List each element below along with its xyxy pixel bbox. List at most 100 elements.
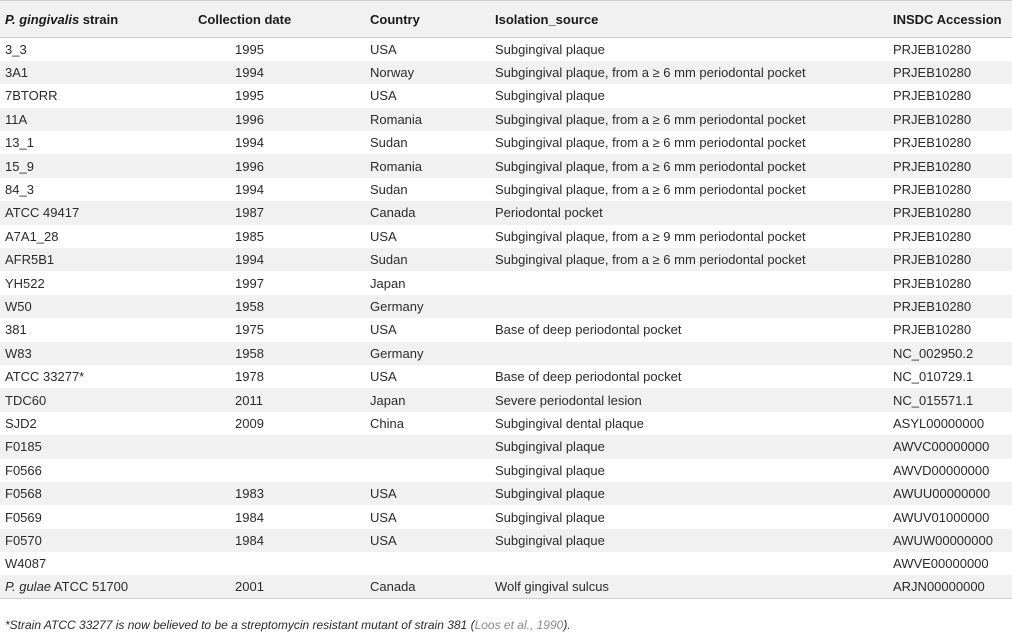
cell-isolation-source: Subgingival plaque, from a ≥ 6 mm period… xyxy=(495,182,806,198)
cell-isolation-source: Severe periodontal lesion xyxy=(495,388,893,412)
cell-isolation-source: Subgingival dental plaque xyxy=(495,415,644,431)
table-row: ATCC 33277* 1978 USA Base of deep periodont… xyxy=(0,365,1012,388)
table-row: TDC60 2011 Japan Severe periodontal lesion N… xyxy=(0,388,1012,412)
cell-accession: PRJEB10280 xyxy=(893,60,1012,85)
cell-collection-date: 1975 xyxy=(235,322,264,338)
cell-country: USA xyxy=(370,481,495,506)
cell-strain: 84_3 xyxy=(5,182,34,198)
footnote-reference[interactable]: Loos et al., 1990 xyxy=(474,618,564,632)
cell-country: Canada xyxy=(370,201,495,225)
table-row: W4087 AWVE00000000 xyxy=(0,552,1012,575)
table-footnote: *Strain ATCC 33277 is now believed to be… xyxy=(5,618,571,632)
cell-strain: 3A1 xyxy=(0,60,198,85)
cell-strain: F0185 xyxy=(0,435,198,459)
cell-collection-date: 1996 xyxy=(198,154,370,178)
cell-accession: PRJEB10280 xyxy=(893,88,972,104)
cell-isolation-source xyxy=(495,341,893,365)
table-row: AFR5B1 1994 Sudan Subgingival plaque, from … xyxy=(0,248,1012,272)
table-row: W50 1958 Germany PRJEB10280 xyxy=(0,294,1012,319)
header-accession: INSDC Accession xyxy=(893,0,1012,38)
cell-isolation-source: Subgingival plaque xyxy=(495,41,605,57)
cell-isolation-source: Subgingival plaque xyxy=(495,435,893,459)
cell-accession: PRJEB10280 xyxy=(893,135,972,151)
cell-accession: PRJEB10280 xyxy=(893,248,1012,272)
cell-strain: 381 xyxy=(5,322,27,338)
cell-country: USA xyxy=(370,369,397,385)
cell-collection-date: 1995 xyxy=(235,41,264,57)
cell-collection-date: 2011 xyxy=(198,388,370,412)
cell-strain: W50 xyxy=(0,294,198,319)
cell-collection-date: 1987 xyxy=(198,201,370,225)
table-row: 13_1 1994 Sudan Subgingival plaque, from a … xyxy=(0,131,1012,154)
cell-accession: PRJEB10280 xyxy=(893,107,1012,132)
cell-accession: PRJEB10280 xyxy=(893,228,972,244)
cell-country: Romania xyxy=(370,154,495,178)
cell-strain: F0570 xyxy=(0,528,198,553)
cell-country: Sudan xyxy=(370,135,408,151)
cell-accession: PRJEB10280 xyxy=(893,154,1012,178)
footnote-text: *Strain ATCC 33277 is now believed to be… xyxy=(5,618,475,632)
cell-collection-date: 1997 xyxy=(235,275,264,291)
table-row: ATCC 49417 1987 Canada Periodontal pocket PR… xyxy=(0,201,1012,225)
cell-strain: ATCC 33277* xyxy=(5,369,85,385)
cell-country: Germany xyxy=(370,294,495,319)
cell-accession: AWUV01000000 xyxy=(893,509,990,525)
cell-isolation-source: Subgingival plaque xyxy=(495,528,893,553)
cell-accession: AWUW00000000 xyxy=(893,528,1012,553)
cell-collection-date: 1984 xyxy=(235,509,264,525)
cell-isolation-source: Wolf gingival sulcus xyxy=(495,575,893,600)
cell-country xyxy=(370,552,495,575)
cell-country: Japan xyxy=(370,275,406,291)
cell-accession: PRJEB10280 xyxy=(893,182,972,198)
table-row: F0569 1984 USA Subgingival plaque AWUV010000… xyxy=(0,505,1012,528)
cell-collection-date: 1994 xyxy=(235,182,264,198)
cell-country: USA xyxy=(370,322,397,338)
cell-strain: W4087 xyxy=(5,556,47,572)
cell-collection-date: 1983 xyxy=(198,481,370,506)
cell-strain: 15_9 xyxy=(0,154,198,178)
cell-strain: F0569 xyxy=(5,509,42,525)
cell-country: Romania xyxy=(370,107,495,132)
cell-country xyxy=(370,435,495,459)
cell-collection-date xyxy=(198,435,370,459)
cell-country: USA xyxy=(370,41,397,57)
cell-isolation-source: Subgingival plaque xyxy=(495,462,605,478)
cell-accession: AWVD00000000 xyxy=(893,462,990,478)
cell-accession: NC_015571.1 xyxy=(893,388,1012,412)
cell-isolation-source: Periodontal pocket xyxy=(495,201,893,225)
cell-isolation-source: Subgingival plaque, from a ≥ 6 mm period… xyxy=(495,107,893,132)
header-collection-date: Collection date xyxy=(198,0,370,38)
table-row: F0566 Subgingival plaque AWVD00000000 xyxy=(0,459,1012,482)
cell-country: Japan xyxy=(370,388,495,412)
cell-accession: AWVE00000000 xyxy=(893,556,989,572)
cell-accession: PRJEB10280 xyxy=(893,322,972,338)
cell-collection-date: 2001 xyxy=(198,575,370,600)
table-row: 7BTORR 1995 USA Subgingival plaque PRJEB1028… xyxy=(0,84,1012,107)
table-row: 3_3 1995 USA Subgingival plaque PRJEB10280 xyxy=(0,38,1012,61)
table-row: W83 1958 Germany NC_002950.2 xyxy=(0,341,1012,365)
cell-country: Germany xyxy=(370,341,495,365)
table-row: P. gulae ATCC 51700 2001 Canada Wolf gingiv… xyxy=(0,575,1012,600)
cell-strain: F0568 xyxy=(0,481,198,506)
cell-isolation-source xyxy=(495,294,893,319)
cell-accession: PRJEB10280 xyxy=(893,41,972,57)
cell-strain-species: P. gulae xyxy=(5,579,52,595)
cell-collection-date: 1985 xyxy=(235,228,264,244)
cell-country: USA xyxy=(370,528,495,553)
table-row: 84_3 1994 Sudan Subgingival plaque, from a … xyxy=(0,178,1012,201)
cell-isolation-source: Subgingival plaque, from a ≥ 9 mm period… xyxy=(495,228,806,244)
cell-country: USA xyxy=(370,88,397,104)
table-body: 3_3 1995 USA Subgingival plaque PRJEB10280 3A… xyxy=(0,38,1012,600)
table-row: 15_9 1996 Romania Subgingival plaque, from … xyxy=(0,154,1012,178)
table-row: 11A 1996 Romania Subgingival plaque, from a… xyxy=(0,107,1012,132)
cell-strain: 11A xyxy=(0,107,198,132)
cell-strain: TDC60 xyxy=(0,388,198,412)
cell-strain: SJD2 xyxy=(5,415,37,431)
table-row: F0568 1983 USA Subgingival plaque AWUU000000… xyxy=(0,481,1012,506)
cell-strain: 7BTORR xyxy=(5,88,58,104)
cell-collection-date xyxy=(198,552,370,575)
cell-country: USA xyxy=(370,509,397,525)
cell-isolation-source xyxy=(495,271,893,294)
table-header-row: P. gingivalis strain Collection date Cou… xyxy=(0,0,1012,38)
cell-strain: A7A1_28 xyxy=(5,228,59,244)
